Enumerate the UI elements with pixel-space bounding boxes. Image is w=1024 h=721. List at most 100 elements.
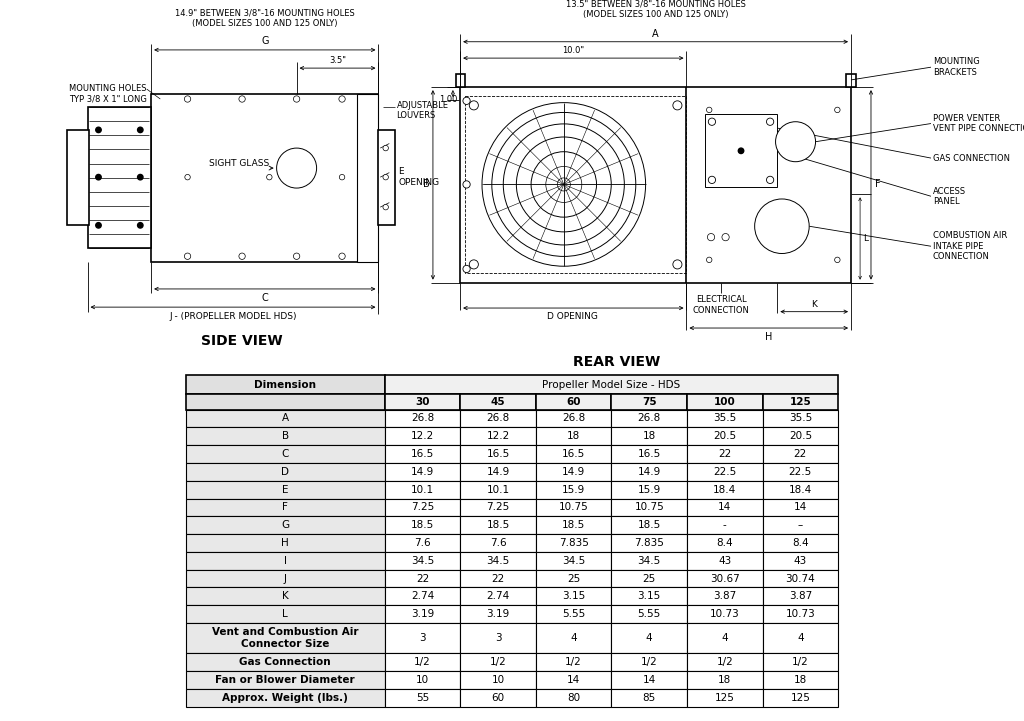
Text: E: E (282, 485, 289, 495)
Text: J: J (284, 574, 287, 583)
Text: –: – (798, 521, 803, 530)
Text: 14.9: 14.9 (562, 466, 586, 477)
Text: 22.5: 22.5 (788, 466, 812, 477)
Circle shape (137, 127, 143, 133)
Circle shape (184, 174, 190, 180)
Text: 3.87: 3.87 (788, 591, 812, 601)
Bar (186, 463, 385, 481)
Text: 60: 60 (566, 397, 581, 407)
Bar (385, 445, 461, 463)
Bar (687, 428, 763, 445)
Text: 125: 125 (790, 397, 811, 407)
Circle shape (707, 107, 712, 112)
Text: 15.9: 15.9 (562, 485, 586, 495)
Circle shape (383, 205, 388, 210)
Bar (687, 570, 763, 588)
Bar (461, 463, 536, 481)
Circle shape (835, 107, 840, 112)
Text: 43: 43 (718, 556, 731, 566)
Text: 18.4: 18.4 (713, 485, 736, 495)
Bar (611, 534, 687, 552)
Text: 30.67: 30.67 (710, 574, 739, 583)
Text: 18.5: 18.5 (486, 521, 510, 530)
Bar (536, 653, 611, 671)
Bar (186, 552, 385, 570)
Text: Dimension: Dimension (254, 380, 316, 389)
Bar (536, 570, 611, 588)
Text: 4: 4 (722, 633, 728, 643)
Circle shape (339, 96, 345, 102)
Bar (536, 552, 611, 570)
Text: 85: 85 (643, 693, 655, 703)
Bar (67, 130, 89, 226)
Bar (536, 481, 611, 498)
Bar (385, 394, 461, 410)
Bar (186, 534, 385, 552)
Text: C: C (282, 449, 289, 459)
Bar (461, 428, 536, 445)
Bar (687, 653, 763, 671)
Bar (461, 689, 536, 707)
Bar (611, 516, 687, 534)
Bar (379, 130, 395, 226)
Bar (847, 74, 855, 87)
Text: I: I (284, 556, 287, 566)
Text: 12.2: 12.2 (486, 431, 510, 441)
Bar (763, 498, 838, 516)
Text: 35.5: 35.5 (788, 413, 812, 423)
Text: 125: 125 (791, 693, 810, 703)
Bar (461, 653, 536, 671)
Text: COMBUSTION AIR
INTAKE PIPE
CONNECTION: COMBUSTION AIR INTAKE PIPE CONNECTION (933, 231, 1007, 261)
Text: 22.5: 22.5 (713, 466, 736, 477)
Circle shape (708, 234, 715, 241)
Text: 7.835: 7.835 (634, 538, 665, 548)
Circle shape (137, 174, 143, 180)
Bar (356, 94, 379, 262)
Bar (461, 570, 536, 588)
Text: 18: 18 (567, 431, 581, 441)
Text: 2.74: 2.74 (486, 591, 510, 601)
Bar (186, 410, 385, 428)
Text: A: A (282, 413, 289, 423)
Text: 1.00: 1.00 (439, 95, 458, 105)
Bar (385, 653, 461, 671)
Bar (186, 671, 385, 689)
Text: 5.55: 5.55 (638, 609, 660, 619)
Text: H: H (282, 538, 289, 548)
Text: 18: 18 (718, 675, 731, 685)
Text: 4: 4 (570, 633, 577, 643)
Text: 16.5: 16.5 (638, 449, 660, 459)
Bar (461, 606, 536, 623)
Bar (385, 689, 461, 707)
Bar (687, 623, 763, 653)
Text: 34.5: 34.5 (638, 556, 660, 566)
Bar (186, 498, 385, 516)
Bar (385, 552, 461, 570)
Bar (385, 534, 461, 552)
Bar (536, 463, 611, 481)
Bar (611, 689, 687, 707)
Bar (763, 689, 838, 707)
Text: 18.5: 18.5 (562, 521, 586, 530)
Text: 7.6: 7.6 (489, 538, 507, 548)
Text: ELECTRICAL
CONNECTION: ELECTRICAL CONNECTION (692, 296, 750, 314)
Text: 10.73: 10.73 (710, 609, 739, 619)
Circle shape (137, 223, 143, 228)
Circle shape (96, 127, 101, 133)
Bar (536, 445, 611, 463)
Bar (611, 653, 687, 671)
Circle shape (96, 223, 101, 228)
Text: 30: 30 (416, 397, 430, 407)
Bar (763, 606, 838, 623)
Bar (763, 623, 838, 653)
Bar (186, 570, 385, 588)
Bar (88, 107, 152, 248)
Text: G: G (282, 521, 290, 530)
Bar (461, 588, 536, 606)
Bar (763, 428, 838, 445)
Text: 3.15: 3.15 (638, 591, 660, 601)
Bar (763, 445, 838, 463)
Bar (611, 552, 687, 570)
Circle shape (755, 199, 809, 254)
Circle shape (339, 253, 345, 260)
